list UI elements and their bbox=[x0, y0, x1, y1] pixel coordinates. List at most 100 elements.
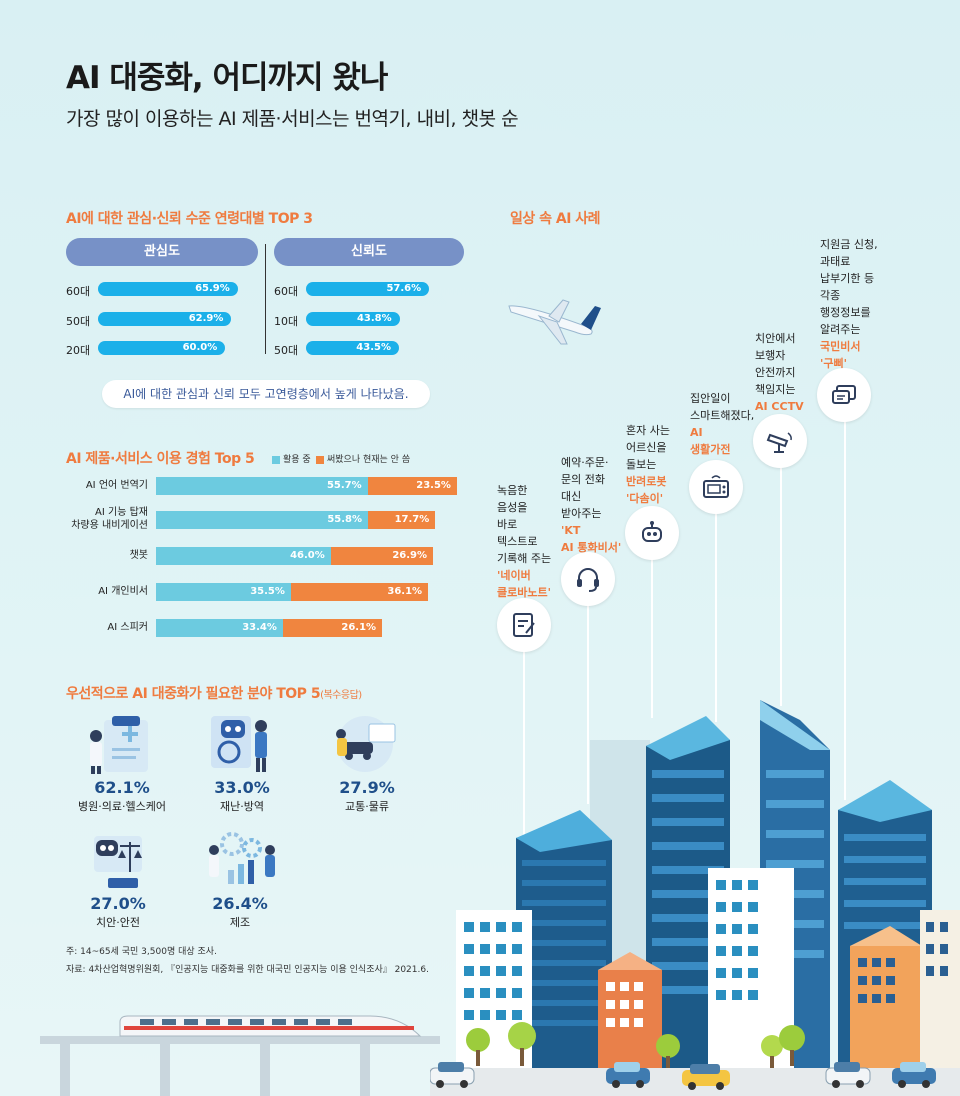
bar-segment-used: 36.1% bbox=[290, 583, 429, 601]
age-bar: 60.0% bbox=[98, 341, 226, 355]
experience-bar: 46.0% 26.9% bbox=[156, 547, 434, 565]
case-dasom-highlight: 반려로봇 '다솜이' bbox=[626, 475, 667, 506]
traffic-illustration-icon bbox=[325, 712, 405, 780]
experience-label: AI 개인비서 bbox=[98, 585, 148, 597]
disaster-illustration-icon bbox=[203, 712, 283, 780]
legend-used-swatch bbox=[316, 455, 324, 464]
experience-bar: 55.8% 17.7% bbox=[156, 511, 436, 529]
case-kt: 예약·주문· 문의 전화 대신 받아주는 'KT AI 통화비서' bbox=[561, 454, 621, 556]
age-label: 50대 bbox=[66, 315, 91, 328]
case-appliance-highlight: AI 생활가전 bbox=[690, 426, 731, 457]
case-appliance: 집안일이 스마트해졌다, AI 생활가전 bbox=[690, 390, 754, 458]
fields-section-title: 우선적으로 AI 대중화가 필요한 분야 TOP 5(복수응답) bbox=[66, 683, 362, 703]
field-pct-security: 27.0% bbox=[90, 894, 146, 913]
experience-bar: 35.5% 36.1% bbox=[156, 583, 429, 601]
age-label: 20대 bbox=[66, 344, 91, 357]
pin-line bbox=[780, 466, 782, 706]
case-cctv-text: 치안에서 보행자 안전까지 책임지는 bbox=[755, 332, 796, 397]
cases-section-title: 일상 속 AI 사례 bbox=[510, 211, 601, 227]
pin-line bbox=[523, 650, 525, 840]
age-bar: 65.9% bbox=[98, 282, 238, 296]
interest-header: 관심도 bbox=[66, 238, 258, 266]
case-gubbi-highlight: 국민비서 '구삐' bbox=[820, 340, 861, 371]
experience-label: AI 스피커 bbox=[107, 621, 148, 633]
case-gubbi: 지원금 신청, 과태료 납부기한 등 각종 행정정보를 알려주는 국민비서 '구삐… bbox=[820, 236, 878, 372]
field-pct-healthcare: 62.1% bbox=[94, 778, 150, 797]
case-dasom: 혼자 사는 어르신을 돌보는 반려로봇 '다솜이' bbox=[626, 422, 670, 507]
field-name-disaster: 재난·방역 bbox=[220, 800, 264, 813]
experience-bar: 33.4% 26.1% bbox=[156, 619, 383, 637]
field-pct-traffic: 27.9% bbox=[339, 778, 395, 797]
case-dasom-text: 혼자 사는 어르신을 돌보는 bbox=[626, 424, 670, 472]
case-clova-text: 녹음한 음성을 바로 텍스트로 기록해 주는 bbox=[497, 484, 552, 566]
security-illustration-icon bbox=[78, 828, 158, 896]
age-bar: 62.9% bbox=[98, 312, 232, 326]
age-bar: 43.5% bbox=[306, 341, 399, 355]
legend-used-label: 써봤으나 현재는 안 씀 bbox=[327, 455, 411, 465]
case-kt-text: 예약·주문· 문의 전화 대신 받아주는 bbox=[561, 456, 609, 521]
city-skyline-illustration bbox=[429, 690, 960, 1096]
headset-icon bbox=[561, 552, 615, 606]
legend-using-swatch bbox=[272, 455, 280, 464]
field-name-manufacturing: 제조 bbox=[229, 916, 251, 929]
fields-title-text: 우선적으로 AI 대중화가 필요한 분야 TOP 5 bbox=[66, 686, 321, 702]
pin-line bbox=[715, 512, 717, 722]
field-pct-manufacturing: 26.4% bbox=[212, 894, 268, 913]
case-kt-highlight: 'KT AI 통화비서' bbox=[561, 524, 622, 555]
robot-icon bbox=[625, 506, 679, 560]
legend-used: 써봤으나 현재는 안 씀 bbox=[316, 452, 410, 465]
pin-line bbox=[844, 420, 846, 800]
age-bar: 43.8% bbox=[306, 312, 400, 326]
case-clova-highlight: '네이버 클로바노트' bbox=[497, 569, 551, 600]
footnote-source: 자료: 4차산업혁명위원회, 『인공지능 대중화를 위한 대국민 인공지능 이용… bbox=[66, 965, 429, 975]
bar-segment-used: 23.5% bbox=[367, 477, 457, 495]
case-appliance-text: 집안일이 스마트해졌다, bbox=[690, 392, 755, 423]
bar-segment-used: 26.9% bbox=[330, 547, 434, 565]
trust-header: 신뢰도 bbox=[274, 238, 464, 266]
experience-bar: 55.7% 23.5% bbox=[156, 477, 457, 495]
bar-segment-using: 46.0% bbox=[156, 547, 331, 565]
age-label: 50대 bbox=[274, 344, 299, 357]
cctv-icon bbox=[753, 414, 807, 468]
pin-line bbox=[587, 604, 589, 804]
experience-label: AI 언어 번역기 bbox=[85, 479, 148, 491]
bar-segment-using: 55.8% bbox=[156, 511, 369, 529]
case-clova: 녹음한 음성을 바로 텍스트로 기록해 주는 '네이버 클로바노트' bbox=[497, 482, 551, 601]
footnote-note: 주: 14~65세 국민 3,500명 대상 조사. bbox=[66, 947, 217, 957]
bar-segment-using: 55.7% bbox=[156, 477, 368, 495]
case-gubbi-text: 지원금 신청, 과태료 납부기한 등 각종 행정정보를 알려주는 bbox=[820, 238, 878, 337]
field-pct-disaster: 33.0% bbox=[214, 778, 270, 797]
age-label: 10대 bbox=[274, 315, 299, 328]
field-name-traffic: 교통·물류 bbox=[345, 800, 389, 813]
page-title: AI 대중화, 어디까지 왔나 bbox=[66, 60, 388, 96]
field-name-security: 치안·안전 bbox=[96, 916, 140, 929]
bar-segment-used: 26.1% bbox=[282, 619, 383, 637]
appliance-icon bbox=[689, 460, 743, 514]
bar-segment-using: 35.5% bbox=[156, 583, 291, 601]
page-subtitle: 가장 많이 이용하는 AI 제품·서비스는 번역기, 내비, 챗봇 순 bbox=[66, 108, 519, 130]
chat-icon bbox=[817, 368, 871, 422]
experience-label: 챗봇 bbox=[129, 549, 148, 561]
age-bar: 57.6% bbox=[306, 282, 430, 296]
fields-title-suffix: (복수응답) bbox=[320, 690, 362, 701]
column-divider bbox=[265, 244, 266, 354]
experience-label: AI 기능 탑재 차량용 내비게이션 bbox=[71, 507, 148, 531]
legend-using: 활용 중 bbox=[272, 452, 311, 465]
airplane-icon bbox=[505, 296, 605, 352]
legend-using-label: 활용 중 bbox=[283, 455, 311, 465]
monorail-train-illustration bbox=[40, 1008, 440, 1096]
age-label: 60대 bbox=[66, 285, 91, 298]
memo-icon bbox=[497, 598, 551, 652]
age-note: AI에 대한 관심과 신뢰 모두 고연령층에서 높게 나타났음. bbox=[102, 380, 430, 408]
pin-line bbox=[651, 558, 653, 718]
experience-section-title: AI 제품·서비스 이용 경험 Top 5 bbox=[66, 451, 255, 467]
healthcare-illustration-icon bbox=[82, 712, 162, 780]
case-cctv: 치안에서 보행자 안전까지 책임지는 AI CCTV bbox=[755, 330, 804, 415]
field-name-healthcare: 병원·의료·헬스케어 bbox=[78, 800, 166, 813]
age-section-title: AI에 대한 관심·신뢰 수준 연령대별 TOP 3 bbox=[66, 211, 313, 227]
case-cctv-highlight: AI CCTV bbox=[755, 400, 804, 414]
bar-segment-used: 17.7% bbox=[368, 511, 436, 529]
bar-segment-using: 33.4% bbox=[156, 619, 283, 637]
age-label: 60대 bbox=[274, 285, 299, 298]
manufacturing-illustration-icon bbox=[202, 826, 282, 894]
